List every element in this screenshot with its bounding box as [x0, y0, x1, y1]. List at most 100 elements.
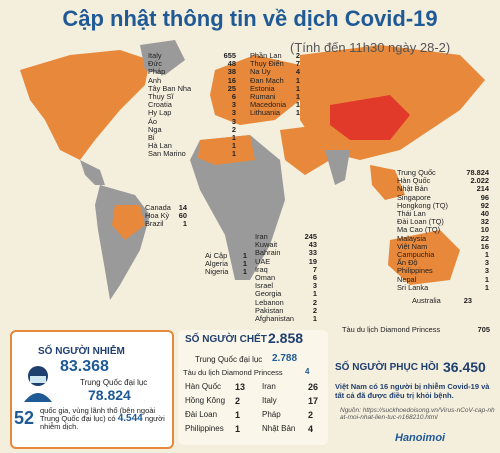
- case-count: 16: [227, 75, 236, 85]
- country-row: Nga 2: [148, 124, 236, 134]
- country-name: Ấn Độ: [397, 258, 418, 268]
- case-count: 655: [223, 51, 236, 60]
- country-name: Ai Cập: [205, 251, 228, 260]
- case-count: 3: [484, 266, 489, 276]
- case-count: 2.022: [470, 176, 490, 186]
- country-row: Singapore 96: [397, 193, 489, 202]
- country-name: Hàn Quốc: [397, 176, 431, 186]
- country-row: Italy 655: [148, 51, 236, 60]
- country-name: Bỉ: [148, 133, 155, 143]
- country-row: Malaysia 22: [397, 233, 489, 243]
- country-row: Estonia 1: [250, 83, 300, 93]
- country-name: Nga: [148, 124, 162, 134]
- country-row: Tây Ban Nha 25: [148, 83, 236, 93]
- country-row: Hy Lạp 3: [148, 109, 236, 117]
- country-row: Anh 16: [148, 75, 236, 85]
- country-name: Anh: [148, 75, 162, 85]
- case-count: 1: [242, 259, 247, 269]
- case-count: 16: [480, 241, 489, 251]
- country-name: Hy Lạp: [148, 108, 172, 118]
- country-name: Philippines: [185, 424, 224, 433]
- case-count: 25: [227, 83, 236, 93]
- case-count: 1: [231, 141, 236, 151]
- case-count: 1: [231, 133, 236, 143]
- country-list: Tàu du lịch Diamond Princess 705: [342, 325, 490, 334]
- country-list: Iran 245 Kuwait 43 Bahrain 33 UAE 19 Iraq 7 Oman 6 I…: [255, 232, 317, 324]
- case-count: 1: [295, 108, 300, 118]
- deaths-china-label: Trung Quốc đại lục: [195, 355, 263, 364]
- case-count: 38: [227, 67, 236, 77]
- case-count: 1: [312, 314, 317, 324]
- country-row: Oman 6: [255, 273, 317, 283]
- country-name: Brazil: [145, 219, 164, 229]
- outside-count: 4.544: [117, 413, 143, 424]
- africa: [190, 135, 285, 280]
- country-row: Algeria 1: [205, 259, 247, 269]
- country-row: Ấn Độ 3: [397, 259, 489, 267]
- infected-label: SỐ NGƯỜI NHIỄM: [38, 346, 125, 357]
- countries-desc: quốc gia, vùng lãnh thổ (bên ngoài Trung…: [40, 406, 156, 423]
- case-count: 1: [312, 289, 317, 299]
- country-name: Lebanon: [255, 297, 284, 307]
- country-name: Italy: [148, 51, 162, 60]
- case-count: 1: [484, 250, 489, 260]
- case-count: 2: [295, 51, 300, 60]
- death-count: 17: [308, 396, 319, 406]
- case-count: 705: [477, 325, 490, 334]
- brazil: [112, 205, 145, 240]
- country-name: Nhật Bản: [397, 184, 428, 194]
- country-row: Na Uy 4: [250, 68, 300, 76]
- australia: [388, 230, 460, 285]
- country-list: Ai Cập 1 Algeria 1 Nigeria 1: [205, 251, 247, 277]
- case-count: 14: [178, 203, 187, 212]
- case-count: 6: [312, 273, 317, 283]
- country-name: Pháp: [262, 410, 281, 419]
- country-name: Hàn Quốc: [185, 382, 222, 391]
- country-name: UAE: [255, 256, 271, 266]
- country-name: Đài Loan: [185, 410, 218, 419]
- country-list: Australia 23: [412, 296, 472, 305]
- country-list: Italy 655 Đức 48 Pháp 38 Anh 16 Tây Ban Nha 25 Thụ…: [148, 51, 236, 159]
- country-row: Đan Mạch 1: [250, 75, 300, 85]
- country-name: Hongkong (TQ): [397, 200, 448, 210]
- country-name: Hoa Kỳ: [145, 211, 170, 221]
- country-name: Campuchia: [397, 250, 435, 260]
- country-row: Việt Nam 16: [397, 241, 489, 251]
- country-name: Tây Ban Nha: [148, 83, 192, 93]
- vietnam-note: Việt Nam có 16 người bị nhiễm Covid-19 v…: [335, 382, 490, 400]
- case-count: 92: [480, 200, 489, 210]
- infected-panel: [10, 330, 174, 449]
- country-row: Áo 3: [148, 116, 236, 126]
- country-name: Nigeria: [205, 267, 229, 277]
- country-row: Nigeria 1: [205, 268, 247, 276]
- infected-china: 78.824: [88, 387, 131, 403]
- country-name: Thụy Điển: [250, 59, 284, 69]
- case-count: 22: [480, 233, 489, 243]
- country-list: Trung Quốc 78.824 Hàn Quốc 2.022 Nhật Bản 214…: [397, 168, 490, 292]
- country-name: Israel: [255, 281, 274, 291]
- country-name: San Marino: [148, 149, 186, 159]
- country-row: Tàu du lịch Diamond Princess 705: [342, 325, 490, 334]
- country-name: Canada: [145, 203, 171, 212]
- country-row: UAE 19: [255, 256, 317, 266]
- country-row: Pakistan 2: [255, 306, 317, 315]
- country-name: Kuwait: [255, 240, 278, 250]
- case-count: 1: [242, 267, 247, 277]
- country-name: Hồng Kông: [185, 396, 226, 405]
- country-row: Campuchia 1: [397, 250, 489, 260]
- country-row: San Marino 1: [148, 150, 236, 158]
- deaths-cruise-label: Tàu du lịch Diamond Princess: [183, 368, 283, 377]
- country-list: Phần Lan 2 Thụy Điển 7 Na Uy 4 Đan Mạch 1 Estoni…: [250, 51, 300, 118]
- case-count: 1: [231, 149, 236, 159]
- country-name: Áo: [148, 116, 158, 126]
- person-icon: [24, 366, 52, 402]
- country-row: Ma Cao (TQ) 10: [397, 226, 489, 234]
- case-count: 245: [304, 232, 317, 241]
- country-row: Israel 3: [255, 282, 317, 290]
- case-count: 3: [231, 108, 236, 118]
- case-count: 1: [295, 83, 300, 93]
- case-count: 1: [182, 219, 187, 229]
- case-count: 1: [242, 251, 247, 260]
- country-row: Australia 23: [412, 296, 472, 305]
- country-name: Đan Mạch: [250, 75, 284, 85]
